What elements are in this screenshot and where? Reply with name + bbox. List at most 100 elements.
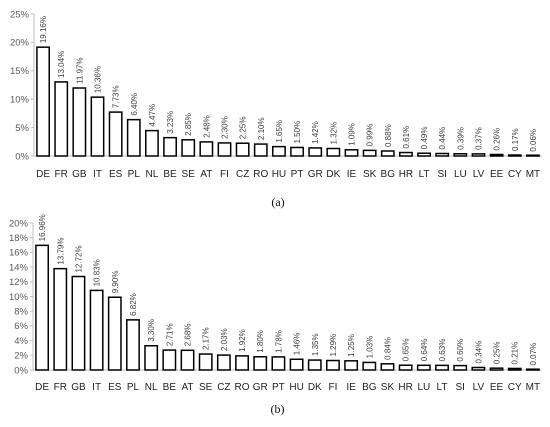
category-label: MT — [526, 382, 540, 393]
bar-be — [162, 349, 177, 371]
category-label: HR — [398, 382, 412, 393]
chart-panel-b: 0% 2% 4% 6% 8% 10% 12% 14% 16% 18% 20% 16.96% DE 13.7… — [9, 214, 542, 416]
bar-dk — [326, 147, 341, 157]
data-label: 1.65% — [275, 120, 284, 143]
data-label: 3.23% — [166, 111, 175, 134]
data-label: 13.79% — [56, 238, 65, 265]
data-label: 2.68% — [184, 324, 193, 347]
data-label: 0.44% — [438, 127, 447, 150]
bar-sk — [362, 149, 377, 157]
y-tick-label: 4% — [14, 336, 28, 347]
bar-at — [180, 349, 195, 371]
bar-lt — [435, 364, 449, 371]
category-label: LV — [473, 382, 485, 393]
category-label: IT — [93, 169, 102, 180]
data-label: 6.82% — [129, 293, 138, 316]
y-tick-label: 0% — [15, 151, 29, 162]
bar-bg — [380, 150, 395, 157]
category-label: SE — [199, 382, 213, 393]
bar-es — [108, 111, 123, 157]
y-tick-label: 12% — [9, 277, 29, 288]
data-label: 0.25% — [493, 341, 502, 364]
data-label: 2.85% — [184, 113, 193, 136]
y-tick-label: 2% — [14, 351, 28, 362]
bar-ie — [344, 360, 359, 371]
data-label: 0.60% — [456, 339, 465, 362]
data-label: 2.17% — [202, 327, 211, 350]
data-label: 0.84% — [383, 337, 392, 360]
bar-gr — [308, 147, 323, 157]
category-label: FI — [329, 382, 338, 393]
category-label: IT — [92, 382, 101, 393]
bar-lv — [471, 366, 486, 371]
bar-se — [181, 139, 196, 157]
data-label: 0.26% — [493, 128, 502, 151]
category-label: GB — [71, 382, 86, 393]
data-label: 10.83% — [93, 259, 102, 286]
data-label: 0.07% — [529, 343, 538, 366]
category-label: FI — [220, 169, 229, 180]
category-label: IE — [346, 382, 356, 393]
category-label: HU — [289, 382, 303, 393]
data-label: 2.48% — [202, 115, 211, 138]
data-label: 1.42% — [311, 121, 320, 144]
data-label: 0.65% — [402, 339, 411, 362]
category-label: PL — [127, 382, 140, 393]
bar-pl — [126, 118, 141, 157]
data-label: 0.61% — [402, 126, 411, 149]
data-label: 1.03% — [365, 336, 374, 359]
category-label: MT — [526, 169, 540, 180]
category-label: CY — [508, 169, 522, 180]
bar-mt — [526, 154, 540, 157]
data-label: 1.25% — [347, 334, 356, 357]
category-label: SI — [455, 382, 464, 393]
category-label: FR — [55, 169, 68, 180]
data-label: 1.09% — [348, 123, 357, 146]
bar-nl — [144, 344, 159, 371]
category-label: BE — [163, 382, 177, 393]
category-label: PT — [291, 169, 304, 180]
data-label: 4.47% — [148, 104, 157, 127]
y-tick-label: 16% — [9, 248, 29, 259]
data-label: 1.32% — [329, 122, 338, 145]
bar-pt — [271, 356, 286, 371]
bar-fr — [54, 81, 69, 157]
data-label: 2.30% — [221, 116, 230, 139]
bar-cz — [235, 142, 250, 157]
bar-si — [435, 152, 450, 157]
bar-gr — [253, 356, 268, 371]
data-label: 1.92% — [238, 329, 247, 352]
category-label: LT — [419, 169, 430, 180]
category-label: GR — [253, 382, 268, 393]
data-label: 1.29% — [329, 334, 338, 357]
category-label: DE — [36, 169, 50, 180]
data-label: 0.63% — [438, 339, 447, 362]
data-label: 2.25% — [239, 117, 248, 140]
panel-label: (b) — [271, 402, 285, 416]
data-label: 1.35% — [311, 333, 320, 356]
category-label: HR — [399, 169, 413, 180]
bar-hu — [272, 145, 286, 157]
chart-panel-a: 0% 5% 10% 15% 20% 25% 19.16% DE 13.04% FR 11.97% GB… — [10, 9, 542, 209]
bar-hr — [399, 151, 413, 157]
y-tick-label: 10% — [10, 95, 30, 106]
y-tick-label: 20% — [10, 38, 30, 49]
category-label: FR — [54, 382, 67, 393]
category-label: SK — [363, 169, 377, 180]
y-tick-label: 6% — [14, 321, 28, 332]
bar-gb — [71, 275, 86, 371]
category-label: AT — [181, 382, 193, 393]
data-label: 6.40% — [130, 93, 139, 116]
y-tick-label: 5% — [15, 123, 29, 134]
data-label: 10.36% — [94, 66, 103, 93]
category-label: LT — [437, 382, 448, 393]
data-label: 0.99% — [366, 124, 375, 147]
category-label: HU — [272, 169, 286, 180]
data-label: 0.49% — [420, 127, 429, 150]
bar-se — [198, 353, 213, 371]
data-label: 2.71% — [165, 323, 174, 346]
bar-fi — [217, 142, 232, 157]
bar-ee — [489, 367, 504, 371]
bar-at — [199, 141, 214, 157]
